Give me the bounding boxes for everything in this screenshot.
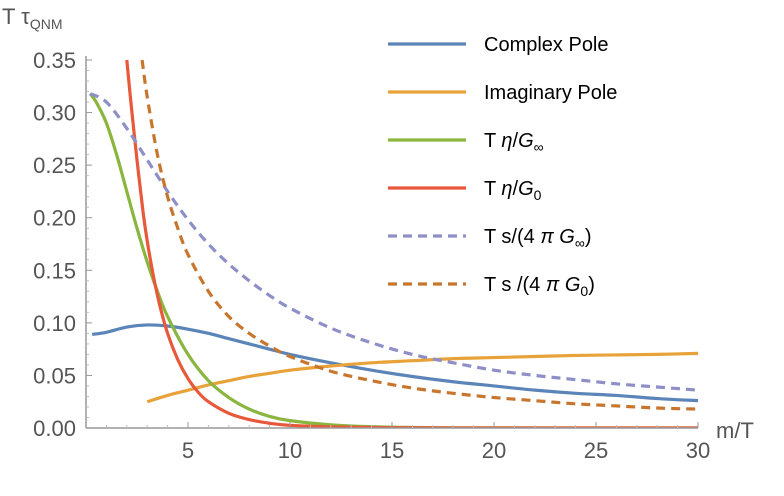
series-line-1: [91, 323, 699, 403]
y-axis-label: T τQNM: [2, 4, 63, 32]
legend-label-2: Imaginary Pole: [484, 82, 617, 104]
x-tick-label: 20: [482, 438, 506, 463]
y-tick-label: 0.35: [33, 48, 76, 73]
legend: Complex Pole Imaginary Pole T η/G∞ T η/G0 T …: [388, 34, 617, 299]
y-tick-label: 0.20: [33, 206, 76, 231]
series-line-6: [140, 60, 699, 411]
x-tick-label: 5: [182, 438, 194, 463]
series-line-3: [88, 92, 698, 428]
y-tick-label: 0.10: [33, 311, 76, 336]
legend-label-1: Complex Pole: [484, 34, 609, 56]
y-tick-label: 0.25: [33, 153, 76, 178]
y-tick-label: 0.15: [33, 258, 76, 283]
x-tick-label: 25: [584, 438, 608, 463]
x-tick-label: 15: [380, 438, 404, 463]
legend-label-6: T s /(4 π G0): [484, 274, 595, 299]
series-line-4: [125, 60, 698, 428]
y-tick-label: 0.05: [33, 363, 76, 388]
y-tick-label: 0.30: [33, 101, 76, 126]
y-tick-label: 0.00: [33, 416, 76, 441]
ticks: 5 10 15 20 25 30 0.00 0.05 0.10 0.15 0.20 0.25 0.30 0…: [33, 48, 710, 463]
series-layer: [88, 60, 699, 428]
legend-label-5: T s/(4 π G∞): [484, 226, 592, 251]
x-tick-label: 10: [278, 438, 302, 463]
series-line-2: [146, 351, 699, 404]
x-tick-label: 30: [686, 438, 710, 463]
legend-label-4: T η/G0: [484, 178, 542, 203]
legend-label-3: T η/G∞: [484, 130, 544, 155]
x-axis-label: m/T: [716, 418, 754, 443]
